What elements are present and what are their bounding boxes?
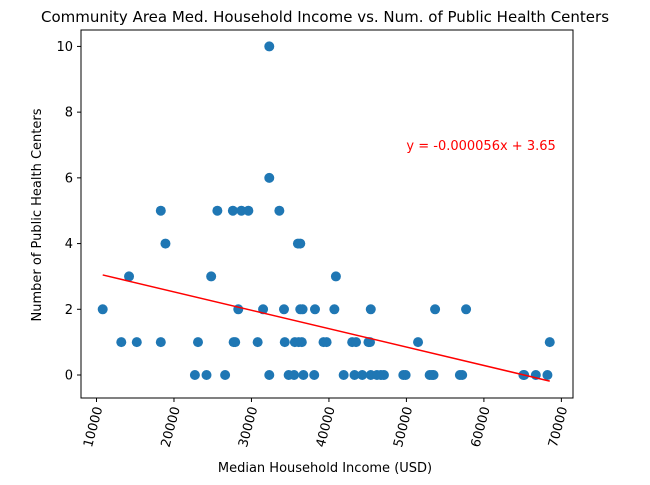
data-point (400, 370, 411, 380)
data-point (338, 370, 349, 380)
x-tick-label: 60000 (469, 405, 494, 449)
x-tick-label: 70000 (546, 405, 571, 449)
data-point (124, 271, 135, 282)
data-point (378, 370, 389, 380)
data-point (278, 304, 289, 315)
data-point (220, 370, 231, 380)
data-point (297, 304, 308, 315)
data-point (349, 370, 360, 380)
data-point (264, 370, 275, 380)
data-point (155, 205, 166, 216)
y-tick-label: 4 (65, 237, 73, 252)
data-point (365, 304, 376, 315)
data-point (189, 370, 200, 380)
x-tick-label: 30000 (236, 405, 261, 449)
data-point (192, 337, 203, 348)
data-point (298, 370, 309, 380)
data-point (296, 337, 307, 348)
data-point (206, 271, 217, 282)
data-point (309, 370, 320, 380)
y-axis-ticks: 0 2 4 6 8 10 (56, 40, 81, 384)
data-point (295, 238, 306, 249)
y-tick-label: 8 (65, 106, 73, 121)
data-point (274, 205, 285, 216)
data-point (252, 337, 263, 348)
data-point (289, 370, 300, 380)
data-point (160, 238, 171, 249)
data-point (413, 337, 424, 348)
data-point (430, 304, 441, 315)
data-point (357, 370, 368, 380)
data-point (461, 304, 472, 315)
x-tick-label: 50000 (391, 405, 416, 449)
x-tick-label: 40000 (314, 405, 339, 449)
regression-line (102, 274, 550, 382)
data-point (457, 370, 468, 380)
y-tick-label: 0 (65, 369, 73, 384)
data-point (279, 337, 290, 348)
y-tick-label: 10 (56, 40, 73, 55)
x-axis-label: Median Household Income (USD) (218, 461, 432, 476)
data-point (329, 304, 340, 315)
data-point (243, 205, 254, 216)
data-point (330, 271, 341, 282)
data-point (264, 41, 275, 52)
data-point (227, 205, 238, 216)
data-point (236, 205, 247, 216)
y-axis-label: Number of Public Health Centers (30, 108, 45, 321)
x-tick-label: 20000 (159, 405, 184, 449)
data-point (212, 205, 223, 216)
x-axis-ticks: 10000 20000 30000 40000 50000 60000 70000 (81, 398, 571, 449)
data-point (309, 304, 320, 315)
plot-area-frame (80, 29, 574, 399)
chart-title: Community Area Med. Household Income vs.… (41, 8, 609, 26)
data-point (155, 337, 166, 348)
regression-equation: y = -0.000056x + 3.65 (406, 139, 555, 154)
x-tick-label: 10000 (81, 405, 106, 449)
data-point (230, 337, 241, 348)
data-point (544, 337, 555, 348)
data-point (131, 337, 142, 348)
data-point (97, 304, 108, 315)
data-point (321, 337, 332, 348)
data-points (97, 41, 555, 380)
data-point (264, 172, 275, 183)
data-point (428, 370, 439, 380)
data-point (201, 370, 212, 380)
data-point (351, 337, 362, 348)
data-point (116, 337, 127, 348)
y-tick-label: 2 (65, 303, 73, 318)
y-tick-label: 6 (65, 171, 73, 186)
data-point (542, 370, 553, 380)
